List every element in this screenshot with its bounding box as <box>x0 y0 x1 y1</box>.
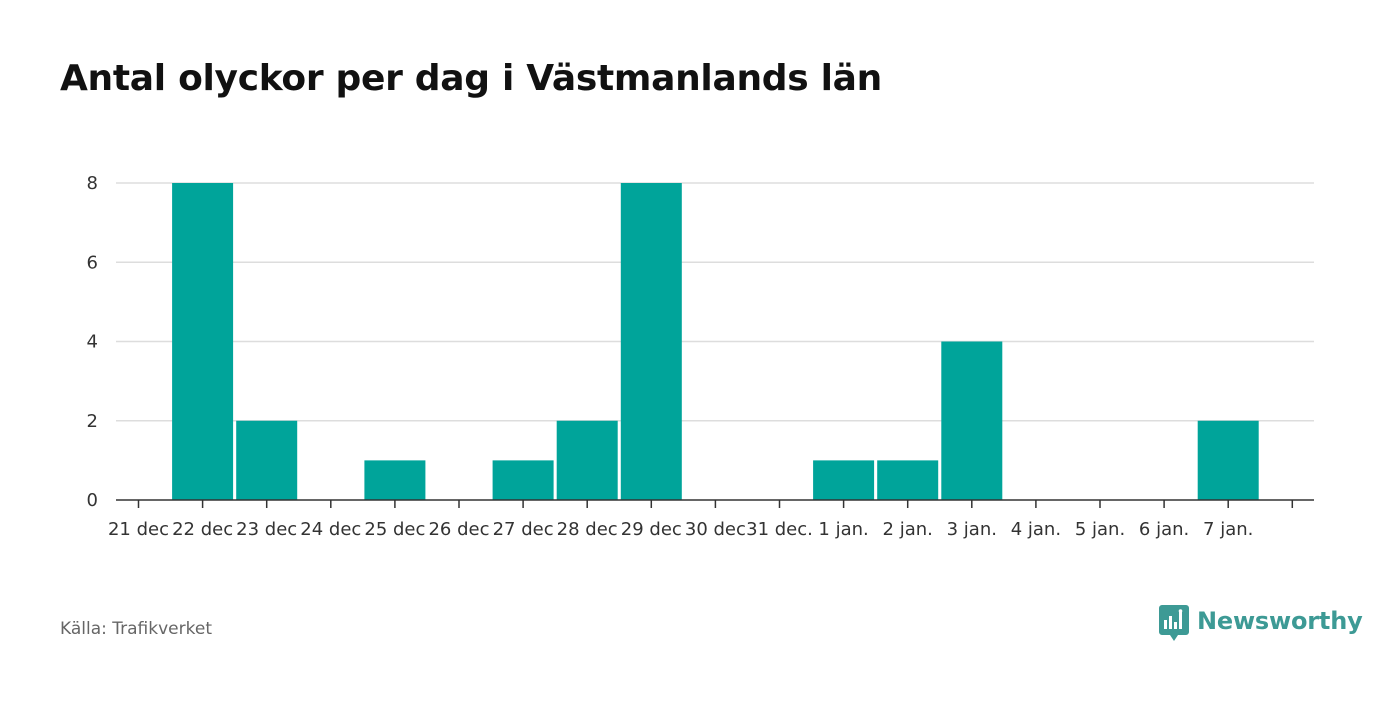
source-note: Källa: Trafikverket <box>60 619 212 639</box>
x-tick-label: 24 dec <box>300 519 361 540</box>
x-tick-label: 2 jan. <box>883 519 933 540</box>
bar <box>492 460 554 500</box>
x-tick-label: 7 jan. <box>1203 519 1253 540</box>
brand-name: Newsworthy <box>1197 606 1363 635</box>
x-tick-label: 4 jan. <box>1011 519 1061 540</box>
newsworthy-logo[interactable]: Newsworthy <box>1159 605 1363 642</box>
x-tick-label: 30 dec <box>685 519 746 540</box>
x-tick-label: 22 dec <box>172 519 233 540</box>
newsworthy-logo-icon <box>1159 605 1189 641</box>
y-axis-labels: 0 2 4 6 8 <box>87 173 98 511</box>
bar <box>877 460 939 500</box>
x-tick-label: 5 jan. <box>1075 519 1125 540</box>
bar-chart: 0 2 4 6 8 21 dec 22 dec 23 dec 24 dec 25 dec 26 d… <box>87 173 1314 540</box>
x-tick-label: 6 jan. <box>1139 519 1189 540</box>
bar <box>556 420 618 500</box>
y-tick-label: 0 <box>87 490 98 511</box>
x-tick-label: 28 dec <box>557 519 618 540</box>
x-tick-label: 3 jan. <box>947 519 997 540</box>
bar <box>620 183 682 500</box>
bar <box>1197 420 1259 500</box>
x-tick-label: 27 dec <box>493 519 554 540</box>
y-tick-label: 6 <box>87 252 98 273</box>
chart-title: Antal olyckor per dag i Västmanlands län <box>60 58 882 99</box>
x-axis-ticks <box>137 500 1294 508</box>
x-tick-label: 21 dec <box>108 519 169 540</box>
bar <box>172 183 234 500</box>
x-tick-label: 25 dec <box>364 519 425 540</box>
bar <box>364 460 426 500</box>
bar <box>236 420 298 500</box>
x-tick-label: 23 dec <box>236 519 297 540</box>
bar <box>941 341 1003 500</box>
x-axis-labels: 21 dec 22 dec 23 dec 24 dec 25 dec 26 dec 27 d… <box>108 519 1253 540</box>
y-tick-label: 8 <box>87 173 98 194</box>
x-tick-label: 29 dec <box>621 519 682 540</box>
bar <box>813 460 875 500</box>
x-tick-label: 26 dec <box>428 519 489 540</box>
x-tick-label: 31 dec. <box>746 519 813 540</box>
y-tick-label: 4 <box>87 332 98 353</box>
gridlines <box>116 182 1314 422</box>
y-tick-label: 2 <box>87 411 98 432</box>
x-tick-label: 1 jan. <box>818 519 868 540</box>
bars <box>172 183 1259 500</box>
